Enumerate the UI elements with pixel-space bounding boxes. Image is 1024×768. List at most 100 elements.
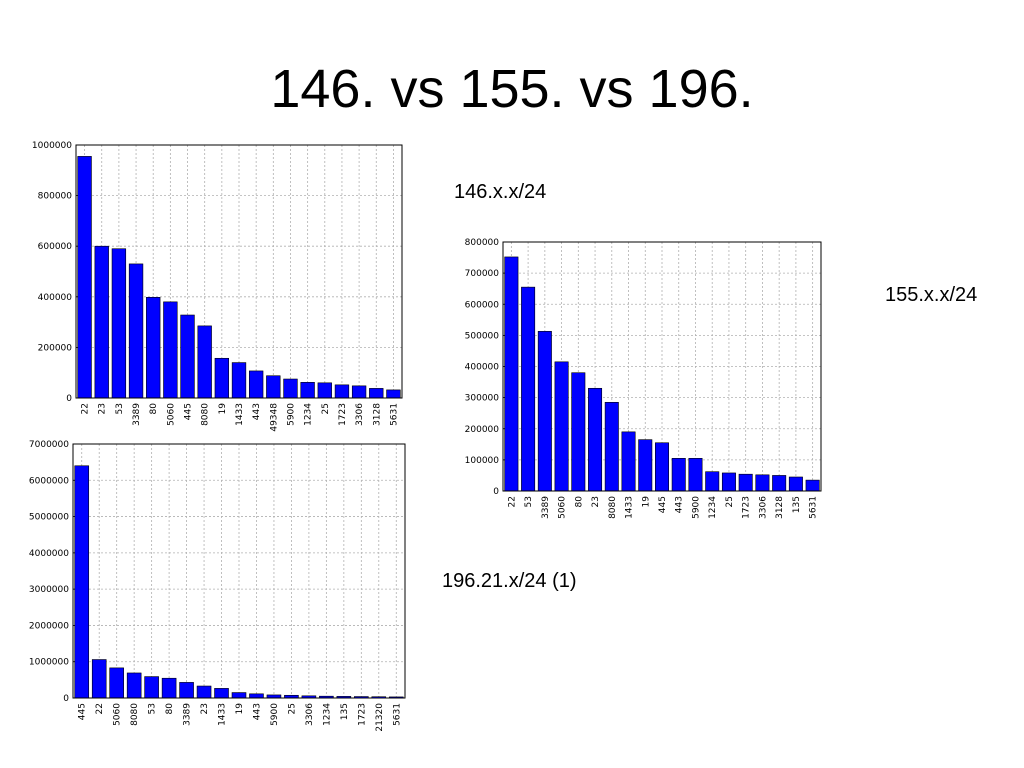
x-tick-label: 443 <box>252 403 262 420</box>
bar-3389 <box>537 331 552 492</box>
y-tick-label: 7000000 <box>29 440 69 450</box>
x-tick-label: 25 <box>321 403 331 414</box>
x-tick-label: 3306 <box>305 703 315 726</box>
y-tick-label: 2000000 <box>29 621 69 631</box>
chart-146-caption: 146.x.x/24 <box>454 181 547 203</box>
bar-19 <box>638 439 653 492</box>
bar-3128 <box>772 475 787 492</box>
y-tick-label: 500000 <box>465 331 500 341</box>
bar-5631 <box>805 479 820 492</box>
y-tick-label: 0 <box>63 694 69 704</box>
y-tick-label: 800000 <box>465 238 500 248</box>
x-tick-label: 53 <box>115 403 125 414</box>
bar-23 <box>588 387 603 492</box>
x-tick-label: 19 <box>218 403 228 415</box>
y-tick-label: 600000 <box>465 300 500 310</box>
bar-1723 <box>738 473 753 492</box>
y-tick-label: 400000 <box>465 363 500 373</box>
x-tick-label: 135 <box>340 703 350 720</box>
y-tick-label: 100000 <box>465 456 500 466</box>
bar-445 <box>74 465 90 699</box>
y-tick-label: 3000000 <box>29 585 69 595</box>
bar-3306 <box>755 474 770 492</box>
x-tick-label: 25 <box>725 496 735 507</box>
x-tick-label: 1433 <box>218 703 228 726</box>
bar-443 <box>249 693 264 699</box>
bar-1433 <box>621 431 636 492</box>
y-tick-label: 600000 <box>38 242 73 252</box>
x-tick-label: 49348 <box>269 403 279 432</box>
y-tick-label: 300000 <box>465 394 500 404</box>
x-tick-label: 5631 <box>389 403 399 426</box>
x-tick-label: 8080 <box>201 403 211 426</box>
bar-22 <box>504 256 519 492</box>
x-tick-label: 3306 <box>758 496 768 519</box>
plot-frame <box>502 241 822 492</box>
bar-80 <box>161 677 177 699</box>
bar-1433 <box>214 688 229 699</box>
bar-53 <box>521 286 536 492</box>
x-tick-label: 53 <box>524 496 534 507</box>
x-tick-label: 443 <box>252 703 262 720</box>
x-tick-label: 80 <box>574 496 584 508</box>
bar-22 <box>91 659 107 699</box>
x-tick-label: 135 <box>792 496 802 513</box>
x-tick-label: 5060 <box>113 703 123 726</box>
x-tick-label: 1723 <box>742 496 752 519</box>
x-tick-label: 3389 <box>541 496 551 519</box>
x-tick-label: 80 <box>165 703 175 715</box>
chart-196: 0 1000000 2000000 3000000 4000000 5000000 6000… <box>29 440 406 732</box>
x-tick-label: 1234 <box>322 703 332 726</box>
bar-25 <box>721 472 736 492</box>
x-tick-label: 8080 <box>130 703 140 726</box>
y-tick-label: 1000000 <box>29 658 69 668</box>
slide-title: 146. vs 155. vs 196. <box>270 59 754 119</box>
x-tick-label: 22 <box>81 403 91 414</box>
x-tick-label: 23 <box>591 496 601 507</box>
bar-5900 <box>688 458 703 492</box>
x-tick-label: 1234 <box>304 403 314 426</box>
x-tick-label: 443 <box>675 496 685 513</box>
chart-155: 0 100000 200000 300000 400000 500000 600000 700… <box>465 238 822 519</box>
x-tick-label: 5060 <box>558 496 568 519</box>
x-tick-label: 25 <box>287 703 297 714</box>
bar-23 <box>196 685 212 699</box>
bar-443 <box>671 458 686 492</box>
x-tick-label: 5900 <box>270 703 280 726</box>
bar-5060 <box>554 361 569 492</box>
y-tick-label: 5000000 <box>29 513 69 523</box>
x-tick-label: 1723 <box>338 403 348 426</box>
x-tick-label: 3306 <box>355 403 365 426</box>
x-tick-label: 3389 <box>183 703 193 726</box>
chart-196-caption: 196.21.x/24 (1) <box>442 570 577 592</box>
x-tick-label: 1433 <box>235 403 245 426</box>
bar-8080 <box>126 672 142 699</box>
x-tick-label: 445 <box>184 403 194 420</box>
x-tick-label: 3389 <box>132 403 142 426</box>
y-tick-label: 800000 <box>38 192 73 202</box>
x-tick-label: 1234 <box>708 496 718 519</box>
y-tick-label: 0 <box>66 394 72 404</box>
x-tick-label: 5631 <box>809 496 819 519</box>
y-tick-label: 200000 <box>38 343 73 353</box>
bar-19 <box>231 692 247 699</box>
x-tick-label: 5900 <box>691 496 701 519</box>
x-tick-label: 5631 <box>392 703 402 726</box>
x-tick-label: 21320 <box>375 703 385 732</box>
bar-1234 <box>705 471 720 492</box>
y-tick-label: 200000 <box>465 425 500 435</box>
x-tick-label: 445 <box>658 496 668 513</box>
x-tick-label: 19 <box>235 703 245 715</box>
bar-8080 <box>604 401 619 492</box>
bar-80 <box>571 372 586 492</box>
x-tick-label: 19 <box>641 496 651 508</box>
y-tick-label: 700000 <box>465 269 500 279</box>
y-tick-label: 4000000 <box>29 549 69 559</box>
y-tick-label: 0 <box>493 487 499 497</box>
y-tick-label: 1000000 <box>32 141 72 151</box>
x-tick-label: 3128 <box>775 496 785 519</box>
x-tick-label: 80 <box>149 403 159 415</box>
x-tick-label: 8080 <box>608 496 618 519</box>
x-tick-label: 3128 <box>372 403 382 426</box>
x-tick-label: 53 <box>148 703 158 714</box>
